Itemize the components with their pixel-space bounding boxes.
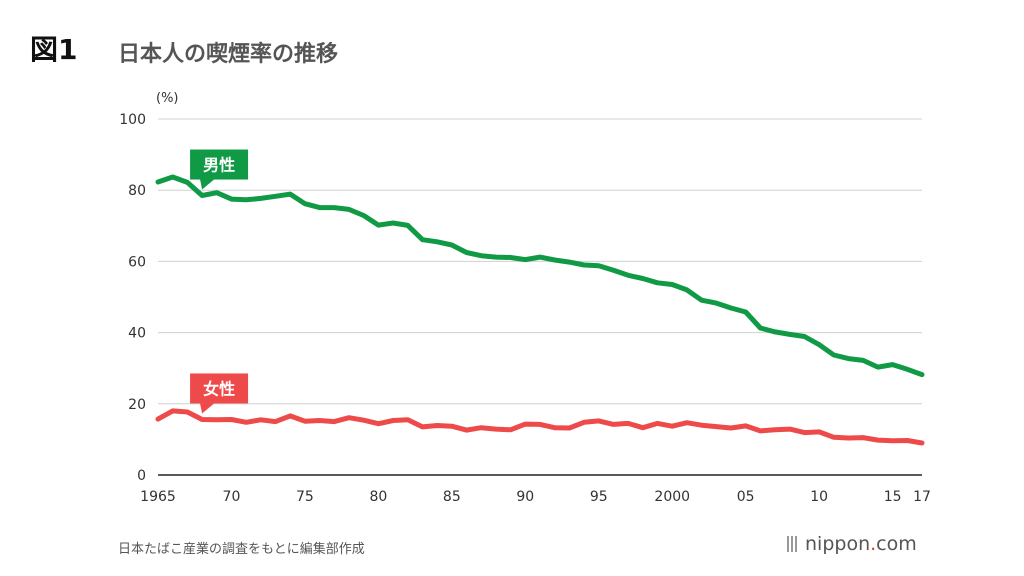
x-tick-label: 70: [223, 489, 241, 505]
tick-labels: 0 20 40 60 80 100 1965 70 75 80 85 90 95 2000 05 10 15 17: [119, 112, 931, 505]
x-tick-label: 05: [737, 489, 755, 505]
series-callout-pointer: [200, 403, 215, 414]
logo-text: nippon.com: [805, 533, 917, 555]
figure-label: 図1: [30, 33, 78, 66]
nippon-logo[interactable]: nippon.com: [787, 533, 917, 555]
y-tick-label: 100: [119, 112, 146, 128]
x-tick-label: 85: [443, 489, 461, 505]
x-tick-label: 95: [590, 489, 608, 505]
series-line-female: [155, 408, 925, 446]
y-tick-label: 0: [137, 468, 146, 484]
x-tick-label: 90: [516, 489, 534, 505]
x-tick-label: 80: [369, 489, 387, 505]
series-line-male: [155, 174, 925, 378]
series-label: 男性: [203, 156, 235, 175]
x-tick-label: 75: [296, 489, 314, 505]
y-tick-label: 80: [128, 183, 146, 199]
x-tick-label: 17: [913, 489, 931, 505]
series-lines: [155, 174, 925, 446]
x-tick-label: 15: [884, 489, 902, 505]
x-tick-label: 1965: [140, 489, 176, 505]
series-callout-box: [190, 373, 249, 404]
x-tick-label: 2000: [654, 489, 690, 505]
source-note: 日本たばこ産業の調査をもとに編集部作成: [118, 542, 365, 557]
y-tick-label: 40: [128, 326, 146, 342]
y-unit-label: (%): [156, 91, 179, 106]
series-callout-pointer: [200, 179, 215, 190]
y-tick-label: 20: [128, 397, 146, 413]
logo-mark-icon: [787, 536, 799, 552]
x-tick-label: 10: [810, 489, 828, 505]
series-callout-box: [190, 149, 249, 180]
y-tick-label: 60: [128, 254, 146, 270]
chart-title: 日本人の喫煙率の推移: [118, 42, 339, 67]
series-label: 女性: [203, 379, 235, 398]
